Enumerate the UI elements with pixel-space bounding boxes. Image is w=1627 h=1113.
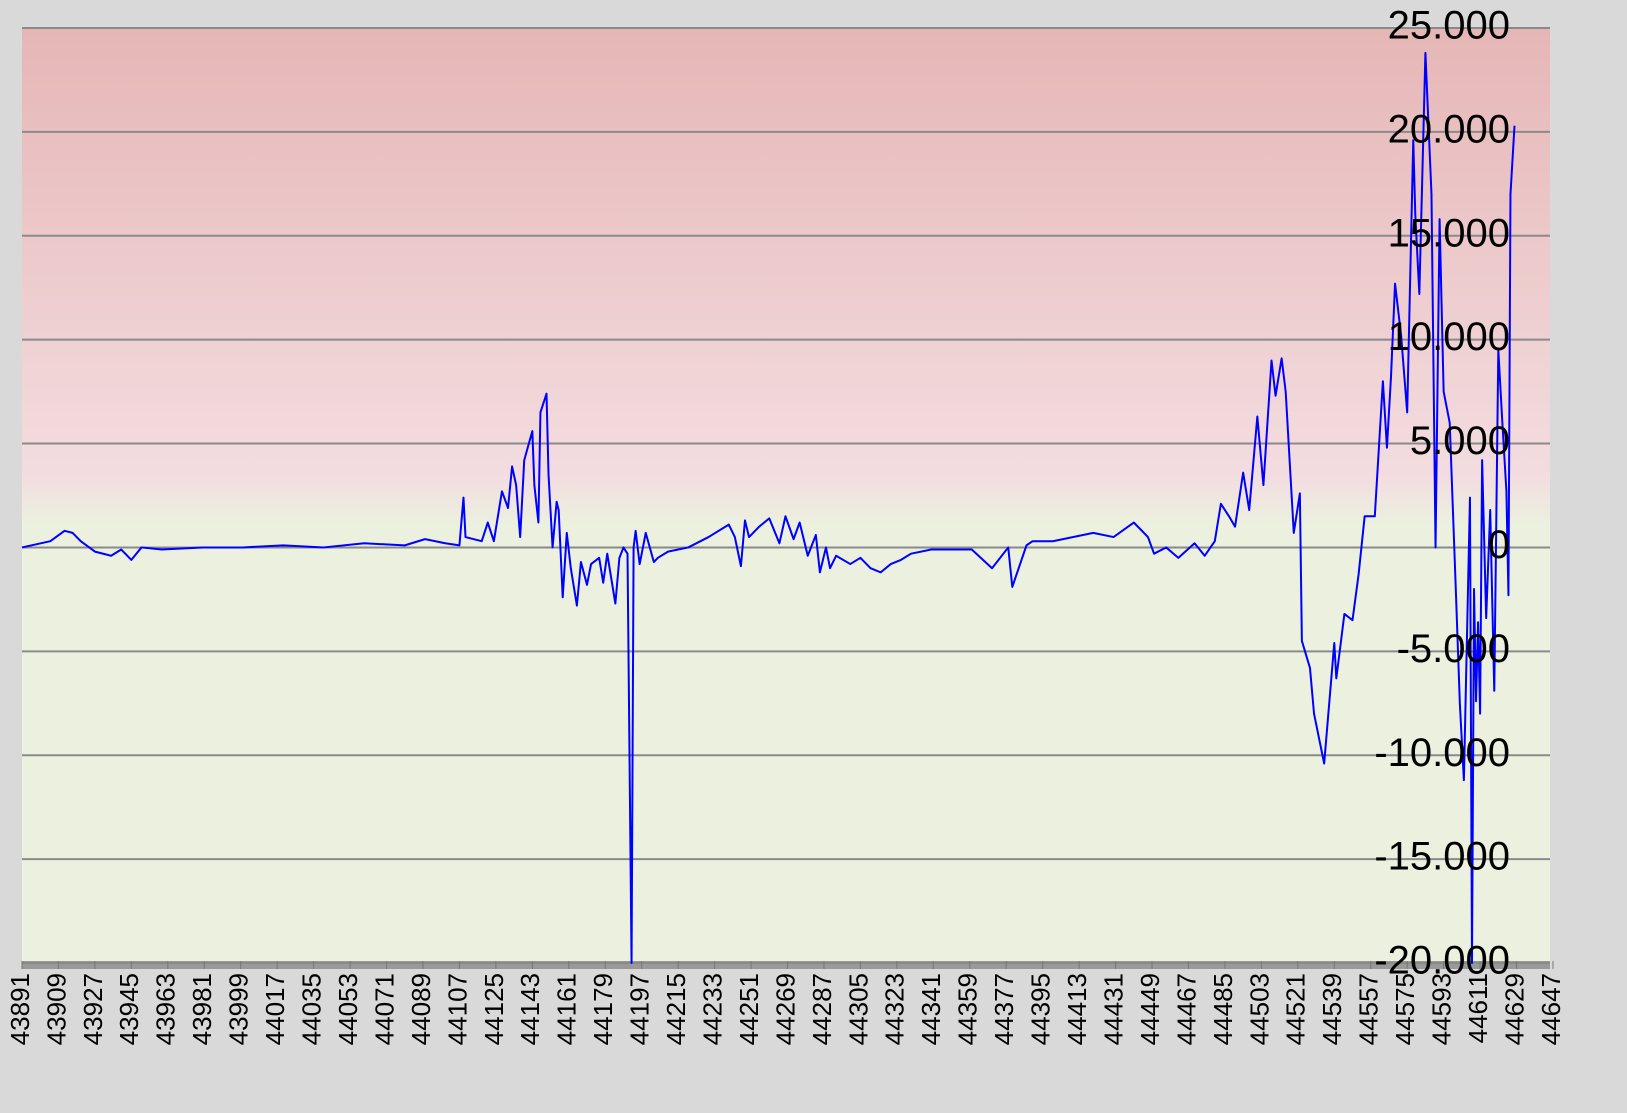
x-tick-label: 44575 (1390, 973, 1420, 1045)
x-tick-label: 44323 (880, 973, 910, 1045)
y-tick-label: -5.000 (1397, 627, 1510, 671)
x-tick-label: 44305 (843, 973, 873, 1045)
x-tick-label: 43891 (5, 973, 35, 1045)
y-tick-label: 15.000 (1388, 211, 1510, 255)
y-tick-label: 25.000 (1388, 4, 1510, 48)
x-tick-label: 43945 (114, 973, 144, 1045)
x-tick-label: 44053 (333, 973, 363, 1045)
x-tick-label: 44089 (406, 973, 436, 1045)
x-tick-label: 44017 (260, 973, 290, 1045)
x-tick-label: 44611 (1463, 973, 1493, 1043)
x-tick-label: 44197 (625, 973, 655, 1045)
x-tick-label: 44179 (588, 973, 618, 1045)
x-tick-label: 44485 (1208, 973, 1238, 1045)
y-tick-label: 10.000 (1388, 315, 1510, 359)
y-tick-label: 5.000 (1410, 419, 1510, 463)
x-tick-label: 44593 (1427, 973, 1457, 1045)
y-tick-label: 0 (1488, 523, 1510, 567)
x-tick-label: 44287 (807, 973, 837, 1045)
x-tick-label: 44467 (1171, 973, 1201, 1045)
x-tick-label: 43999 (224, 973, 254, 1045)
x-tick-label: 43927 (78, 973, 108, 1045)
x-tick-label: 44251 (734, 973, 764, 1045)
x-tick-label: 44107 (442, 973, 472, 1045)
y-tick-label: -15.000 (1374, 835, 1510, 879)
x-tick-label: 44269 (770, 973, 800, 1045)
x-tick-label: 44161 (552, 973, 582, 1045)
x-tick-label: 44377 (989, 973, 1019, 1045)
x-tick-label: 44071 (369, 973, 399, 1045)
x-tick-label: 44431 (1098, 973, 1128, 1045)
y-tick-label: 20.000 (1388, 107, 1510, 151)
x-tick-label: 44359 (953, 973, 983, 1045)
x-tick-label: 44449 (1135, 973, 1165, 1045)
x-tick-label: 44629 (1499, 973, 1529, 1045)
x-tick-label: 43909 (41, 973, 71, 1045)
x-tick-label: 43981 (187, 973, 217, 1045)
x-tick-label: 44521 (1281, 973, 1311, 1045)
x-tick-label: 44233 (697, 973, 727, 1045)
x-tick-label: 44557 (1354, 973, 1384, 1045)
x-axis-band (22, 961, 1550, 969)
y-tick-label: -10.000 (1374, 731, 1510, 775)
x-tick-label: 44035 (296, 973, 326, 1045)
x-tick-label: 44215 (661, 973, 691, 1045)
x-tick-label: 44395 (1026, 973, 1056, 1045)
x-tick-label: 44647 (1536, 973, 1566, 1045)
x-tick-label: 44341 (916, 973, 946, 1045)
data-line (21, 51, 1516, 964)
x-tick-label: 44413 (1062, 973, 1092, 1045)
x-tick-label: 44503 (1244, 973, 1274, 1045)
x-tick-label: 44539 (1317, 973, 1347, 1045)
x-tick-label: 44143 (515, 973, 545, 1045)
plot-area (22, 28, 1550, 963)
y-tick-label: -20.000 (1374, 939, 1510, 983)
x-tick-label: 44125 (479, 973, 509, 1045)
x-tick-label: 43963 (151, 973, 181, 1045)
